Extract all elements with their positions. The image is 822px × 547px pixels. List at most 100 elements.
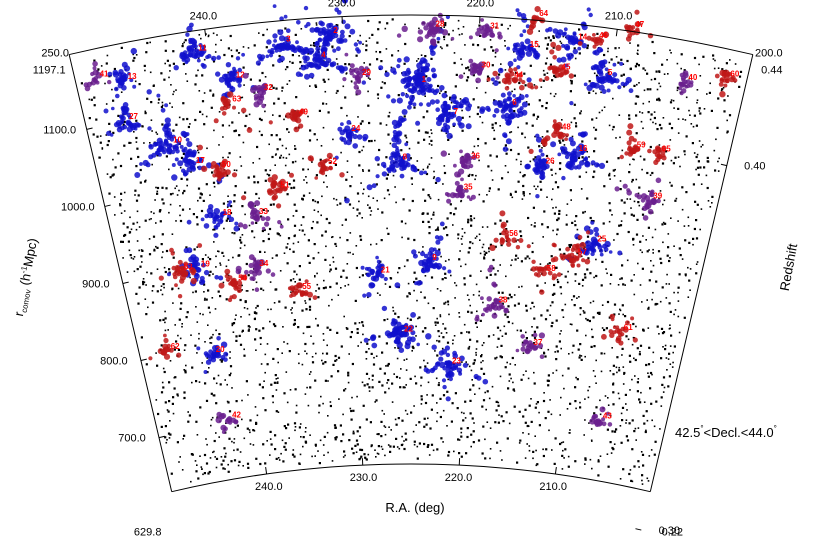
field-galaxy-point bbox=[283, 425, 286, 428]
field-galaxy-point bbox=[386, 364, 389, 367]
field-galaxy-point bbox=[464, 400, 467, 403]
cluster-member-point bbox=[216, 411, 222, 418]
field-galaxy-point bbox=[667, 233, 670, 235]
field-galaxy-point bbox=[667, 246, 670, 249]
field-galaxy-point bbox=[383, 82, 386, 85]
field-galaxy-point bbox=[155, 352, 157, 354]
field-galaxy-point bbox=[290, 309, 292, 311]
field-galaxy-point bbox=[536, 463, 539, 466]
field-galaxy-point bbox=[571, 299, 573, 301]
field-galaxy-point bbox=[639, 155, 642, 158]
cluster-member-point bbox=[187, 158, 192, 163]
cluster-member-point bbox=[508, 67, 514, 73]
cluster-member-point bbox=[176, 140, 182, 145]
cluster-member-point bbox=[379, 263, 385, 269]
cluster-member-point bbox=[442, 266, 447, 271]
field-galaxy-point bbox=[264, 409, 267, 412]
field-galaxy-point bbox=[488, 247, 491, 250]
field-galaxy-point bbox=[423, 425, 426, 428]
cluster-member-point bbox=[590, 248, 595, 252]
field-galaxy-point bbox=[397, 417, 400, 420]
field-galaxy-point bbox=[468, 246, 471, 250]
field-galaxy-point bbox=[646, 419, 649, 422]
field-galaxy-point bbox=[458, 452, 461, 455]
cluster-id-label: 2 bbox=[333, 26, 338, 35]
cluster-member-point bbox=[416, 68, 421, 73]
cluster-member-point bbox=[453, 163, 457, 168]
field-galaxy-point bbox=[558, 139, 561, 142]
field-galaxy-point bbox=[173, 348, 176, 351]
field-galaxy-point bbox=[539, 180, 542, 183]
field-galaxy-point bbox=[376, 199, 378, 202]
field-galaxy-point bbox=[172, 50, 175, 53]
field-galaxy-point bbox=[706, 156, 709, 159]
field-galaxy-point bbox=[195, 47, 197, 50]
field-galaxy-point bbox=[207, 35, 210, 38]
field-galaxy-point bbox=[179, 214, 181, 217]
field-galaxy-point bbox=[156, 186, 160, 190]
field-galaxy-point bbox=[365, 49, 368, 52]
field-galaxy-point bbox=[164, 49, 167, 52]
field-galaxy-point bbox=[88, 117, 91, 120]
field-galaxy-point bbox=[196, 145, 199, 147]
field-galaxy-point bbox=[265, 46, 268, 49]
cluster-member-point bbox=[132, 84, 137, 89]
cluster-member-point bbox=[680, 75, 687, 81]
field-galaxy-point bbox=[315, 24, 318, 26]
field-galaxy-point bbox=[575, 125, 578, 128]
field-galaxy-point bbox=[669, 310, 672, 313]
field-galaxy-point bbox=[329, 264, 331, 266]
field-galaxy-point bbox=[160, 344, 163, 347]
field-galaxy-point bbox=[366, 383, 369, 386]
field-galaxy-point bbox=[532, 457, 534, 460]
cluster-member-point bbox=[312, 57, 318, 63]
cluster-member-point bbox=[345, 139, 352, 146]
field-galaxy-point bbox=[670, 217, 672, 219]
field-galaxy-point bbox=[544, 318, 548, 321]
field-galaxy-point bbox=[372, 363, 376, 366]
cluster-member-point bbox=[93, 76, 99, 81]
field-galaxy-point bbox=[247, 47, 250, 49]
field-galaxy-point bbox=[578, 28, 581, 31]
field-galaxy-point bbox=[319, 45, 321, 48]
field-galaxy-point bbox=[483, 256, 485, 258]
field-galaxy-point bbox=[301, 363, 304, 366]
field-galaxy-point bbox=[177, 348, 180, 351]
field-galaxy-point bbox=[322, 78, 325, 81]
cluster-member-point bbox=[396, 57, 402, 63]
field-galaxy-point bbox=[559, 286, 562, 289]
field-galaxy-point bbox=[699, 112, 702, 115]
field-galaxy-point bbox=[641, 483, 644, 485]
field-galaxy-point bbox=[225, 452, 227, 455]
field-galaxy-point bbox=[312, 44, 315, 47]
field-galaxy-point bbox=[342, 269, 345, 272]
cluster-member-point bbox=[572, 148, 577, 154]
field-galaxy-point bbox=[394, 186, 396, 188]
field-galaxy-point bbox=[361, 120, 364, 123]
cluster-member-point bbox=[458, 168, 465, 175]
field-galaxy-point bbox=[635, 178, 638, 181]
cluster-member-point bbox=[265, 268, 271, 274]
field-galaxy-point bbox=[608, 124, 611, 127]
cluster-member-point bbox=[459, 355, 465, 362]
cluster-member-point bbox=[583, 82, 588, 87]
field-galaxy-point bbox=[676, 62, 679, 65]
cluster-id-label: 40 bbox=[688, 73, 697, 82]
cluster-member-point bbox=[260, 216, 266, 222]
field-galaxy-point bbox=[540, 314, 543, 317]
cluster-member-point bbox=[155, 141, 160, 146]
field-galaxy-point bbox=[552, 207, 554, 209]
field-galaxy-point bbox=[530, 420, 533, 423]
field-galaxy-point bbox=[629, 360, 632, 363]
field-galaxy-point bbox=[328, 221, 331, 225]
field-galaxy-point bbox=[255, 349, 257, 351]
field-galaxy-point bbox=[426, 394, 428, 396]
field-galaxy-point bbox=[295, 404, 298, 407]
field-galaxy-point bbox=[677, 107, 680, 110]
field-galaxy-point bbox=[367, 68, 370, 71]
field-galaxy-point bbox=[646, 72, 649, 75]
field-galaxy-point bbox=[500, 415, 503, 418]
field-galaxy-point bbox=[262, 327, 265, 330]
field-galaxy-point bbox=[278, 459, 281, 461]
field-galaxy-point bbox=[191, 381, 193, 384]
